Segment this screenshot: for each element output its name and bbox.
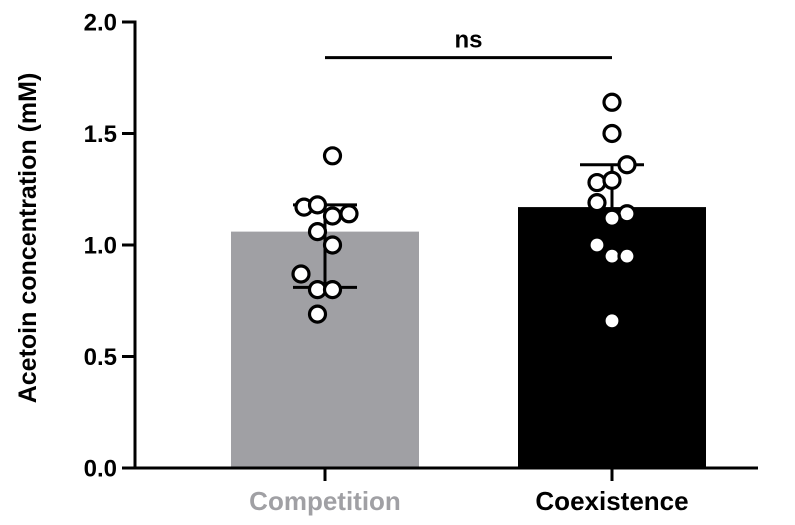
data-point-coexistence-5 [602,170,622,190]
data-point-competition-7 [291,264,311,284]
x-categories-layer: Competition Coexistence [249,468,689,516]
y-tick-label: 0.5 [84,344,117,371]
significance-layer: ns [325,27,612,60]
y-ticks-layer: 0.0 0.5 1.0 1.5 2.0 [84,10,135,483]
data-point-competition-2 [307,195,328,215]
data-point-coexistence-9 [587,235,607,255]
data-point-competition-11 [322,146,343,166]
data-point-competition-5 [307,222,328,242]
data-point-coexistence-1 [602,92,622,112]
data-point-competition-4 [339,204,359,224]
data-point-coexistence-8 [602,208,622,228]
data-point-coexistence-12 [602,311,622,331]
data-point-coexistence-6 [587,193,607,213]
x-category-label-competition: Competition [249,486,401,516]
data-point-competition-3 [322,206,343,226]
x-category-label-coexistence: Coexistence [535,486,688,516]
y-tick-label: 0.0 [84,456,117,483]
data-points-layer [291,92,637,331]
data-point-competition-6 [322,235,343,255]
y-tick-label: 2.0 [84,10,117,37]
data-point-coexistence-11 [617,246,637,266]
data-point-coexistence-2 [602,123,622,144]
significance-label: ns [454,27,482,54]
data-point-competition-10 [307,304,328,324]
data-point-competition-9 [322,280,343,300]
y-tick-label: 1.0 [84,233,117,260]
y-axis-title: Acetoin concentration (mM) [14,73,42,404]
data-point-coexistence-4 [587,172,607,193]
data-point-coexistence-3 [617,155,637,175]
y-tick-label: 1.5 [84,121,117,148]
